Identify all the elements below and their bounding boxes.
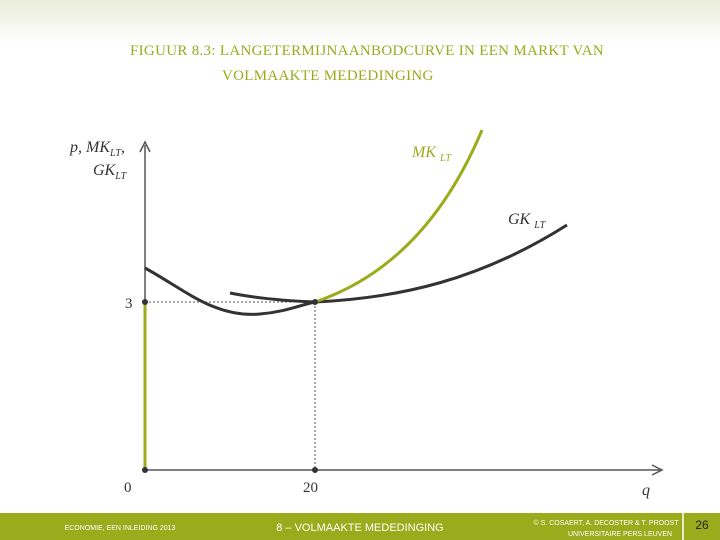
y-axis-label: GKLT (93, 162, 128, 182)
label-text: MK (411, 144, 437, 161)
label-text: GK (508, 211, 532, 228)
label-sub: LT (109, 148, 122, 159)
title-line: VOLMAAKTE MEDEDINGING (222, 68, 434, 84)
y-tick-label: 3 (125, 296, 133, 312)
mk-curve-supply (314, 129, 484, 304)
curve-label: GK LT (508, 211, 547, 231)
footer-center: 8 – VOLMAAKTE MEDEDINGING (276, 522, 443, 534)
footer-bar (0, 513, 720, 540)
y-axis-label: p, MKLT, (69, 139, 125, 159)
label-text: p, MK (69, 139, 111, 156)
gk-curve (144, 223, 568, 316)
mk-curve (229, 291, 316, 304)
title-line: FIGUUR 8.3: LANGETERMIJNAANBODCURVE IN E… (130, 43, 604, 59)
label-text: GK (93, 162, 117, 179)
guide-lines (145, 301, 316, 470)
label-sub: LT (533, 220, 546, 231)
curve-label: MK LT (411, 144, 452, 164)
label-text: , (121, 139, 125, 156)
x-tick-label: 20 (303, 480, 318, 496)
footer-right: UNIVERSITAIRE PERS LEUVEN (568, 531, 672, 538)
footer-left: ECONOMIE, EEN INLEIDING 2013 (65, 525, 176, 532)
page-number: 26 (695, 518, 709, 532)
label-sub: LT (114, 171, 127, 182)
footer-right: © S. COSAERT, A. DECOSTER & T. PROOST (534, 519, 680, 527)
origin-label: 0 (124, 480, 132, 496)
points (142, 299, 318, 473)
x-axis-label: q (642, 482, 650, 499)
label-sub: LT (439, 153, 452, 164)
